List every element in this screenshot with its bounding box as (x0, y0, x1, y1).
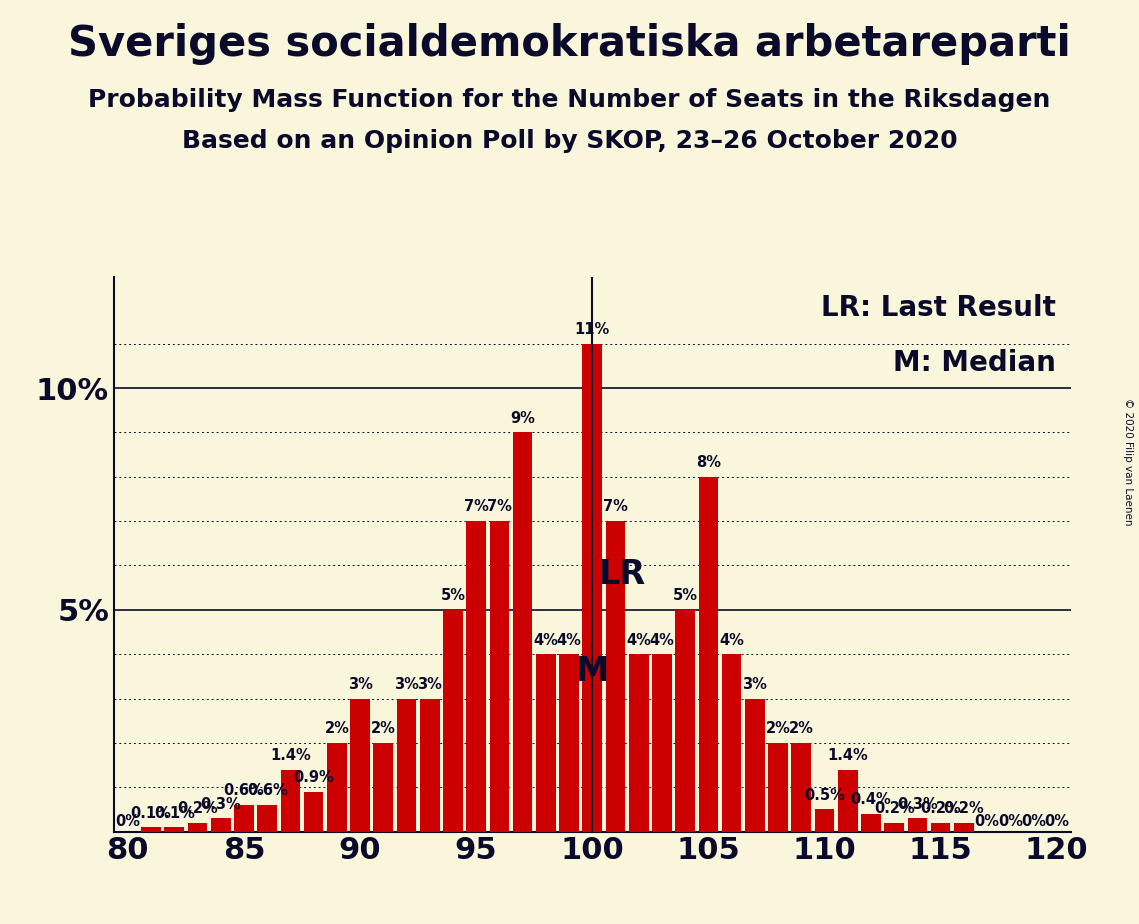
Text: 0.4%: 0.4% (851, 792, 892, 808)
Text: M: Median: M: Median (893, 349, 1056, 377)
Text: Probability Mass Function for the Number of Seats in the Riksdagen: Probability Mass Function for the Number… (89, 88, 1050, 112)
Text: 0.2%: 0.2% (874, 801, 915, 816)
Text: 8%: 8% (696, 456, 721, 470)
Text: 5%: 5% (441, 589, 466, 603)
Bar (861, 814, 880, 832)
Bar (582, 344, 603, 832)
Text: 0.2%: 0.2% (943, 801, 984, 816)
Text: 1.4%: 1.4% (827, 748, 868, 763)
Text: 4%: 4% (626, 633, 652, 648)
Text: 4%: 4% (557, 633, 582, 648)
Bar (722, 654, 741, 832)
Bar (466, 521, 486, 832)
Bar (884, 822, 904, 832)
Text: 0%: 0% (1021, 814, 1046, 830)
Text: 7%: 7% (464, 500, 489, 515)
Bar (443, 610, 462, 832)
Bar (490, 521, 509, 832)
Bar (559, 654, 579, 832)
Bar (768, 743, 788, 832)
Bar (908, 819, 927, 832)
Bar (164, 827, 185, 832)
Bar (420, 699, 440, 832)
Bar (814, 809, 835, 832)
Text: 0.1%: 0.1% (131, 806, 172, 821)
Bar (513, 432, 533, 832)
Text: 7%: 7% (487, 500, 511, 515)
Text: 0%: 0% (1044, 814, 1070, 830)
Text: 2%: 2% (765, 722, 790, 736)
Text: 0.5%: 0.5% (804, 788, 845, 803)
Bar (792, 743, 811, 832)
Text: 3%: 3% (743, 677, 768, 692)
Text: 0%: 0% (115, 814, 140, 830)
Text: LR: LR (599, 558, 646, 590)
Text: Sveriges socialdemokratiska arbetareparti: Sveriges socialdemokratiska arbetarepart… (68, 23, 1071, 65)
Text: 2%: 2% (325, 722, 350, 736)
Bar (235, 805, 254, 832)
Bar (141, 827, 161, 832)
Bar (327, 743, 346, 832)
Text: 1.4%: 1.4% (270, 748, 311, 763)
Bar (396, 699, 417, 832)
Text: 0.9%: 0.9% (293, 770, 334, 785)
Text: 3%: 3% (394, 677, 419, 692)
Bar (606, 521, 625, 832)
Text: 5%: 5% (673, 589, 698, 603)
Text: LR: Last Result: LR: Last Result (821, 294, 1056, 322)
Text: 3%: 3% (347, 677, 372, 692)
Text: 2%: 2% (789, 722, 813, 736)
Bar (536, 654, 556, 832)
Bar (698, 477, 719, 832)
Bar (280, 770, 301, 832)
Bar (257, 805, 277, 832)
Text: 11%: 11% (575, 322, 609, 337)
Bar (188, 822, 207, 832)
Text: 4%: 4% (533, 633, 558, 648)
Bar (954, 822, 974, 832)
Text: M: M (576, 655, 609, 688)
Text: 0.1%: 0.1% (154, 806, 195, 821)
Bar (931, 822, 950, 832)
Bar (350, 699, 370, 832)
Text: 9%: 9% (510, 411, 535, 426)
Text: 3%: 3% (417, 677, 442, 692)
Text: 4%: 4% (719, 633, 744, 648)
Text: Based on an Opinion Poll by SKOP, 23–26 October 2020: Based on an Opinion Poll by SKOP, 23–26 … (182, 129, 957, 153)
Text: 0.6%: 0.6% (223, 784, 264, 798)
Text: 0%: 0% (975, 814, 1000, 830)
Bar (745, 699, 764, 832)
Bar (838, 770, 858, 832)
Text: 7%: 7% (603, 500, 628, 515)
Text: 0.2%: 0.2% (920, 801, 961, 816)
Text: 2%: 2% (371, 722, 395, 736)
Text: 0.6%: 0.6% (247, 784, 287, 798)
Text: 4%: 4% (649, 633, 674, 648)
Bar (304, 792, 323, 832)
Bar (374, 743, 393, 832)
Bar (211, 819, 230, 832)
Text: 0%: 0% (998, 814, 1023, 830)
Bar (629, 654, 648, 832)
Text: 0.3%: 0.3% (200, 796, 241, 811)
Bar (653, 654, 672, 832)
Bar (675, 610, 695, 832)
Text: 0.3%: 0.3% (898, 796, 937, 811)
Text: 0.2%: 0.2% (178, 801, 218, 816)
Text: © 2020 Filip van Laenen: © 2020 Filip van Laenen (1123, 398, 1132, 526)
